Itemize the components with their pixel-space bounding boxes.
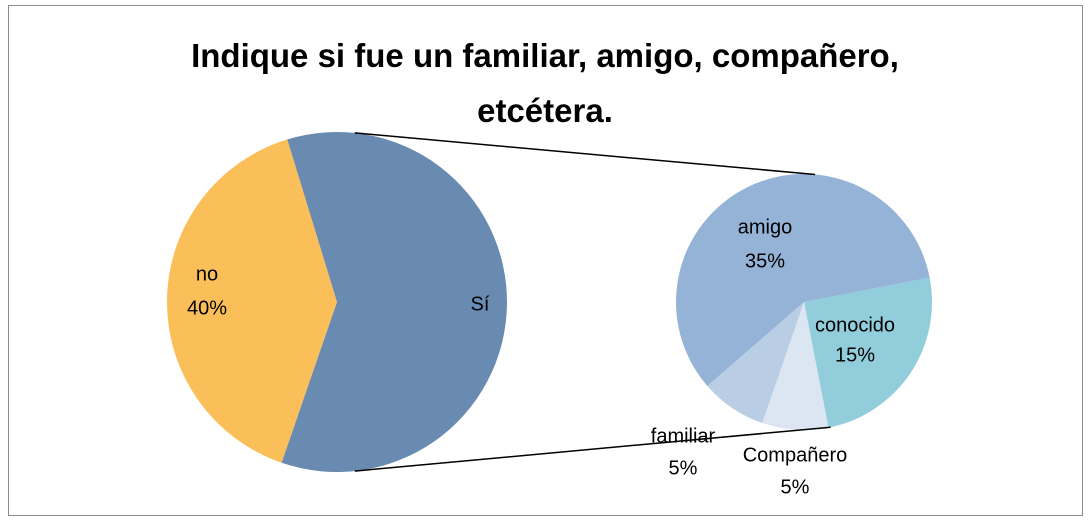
pie-slice	[804, 277, 932, 428]
connector-line	[354, 132, 816, 176]
slice-value-label: 40%	[187, 297, 227, 319]
slice-label: Compañero	[743, 444, 848, 466]
slice-label: no	[196, 263, 218, 285]
slice-value-label: 5%	[669, 457, 698, 479]
slice-value-label: 35%	[745, 250, 785, 272]
pie-slice	[676, 174, 930, 386]
slice-value-label: 15%	[835, 344, 875, 366]
pie-slice	[762, 302, 829, 430]
slice-label: familiar	[651, 425, 716, 447]
slice-label: Sí	[471, 293, 490, 315]
pie-slice	[281, 132, 508, 473]
pie-slice	[707, 302, 804, 424]
slice-value-label: 5%	[781, 476, 810, 498]
pie-slice	[167, 139, 337, 463]
connector-line	[354, 426, 831, 472]
slice-label: conocido	[815, 314, 895, 336]
slice-label: amigo	[738, 216, 792, 238]
chart-title: Indique si fue un familiar, amigo, compa…	[191, 37, 899, 129]
